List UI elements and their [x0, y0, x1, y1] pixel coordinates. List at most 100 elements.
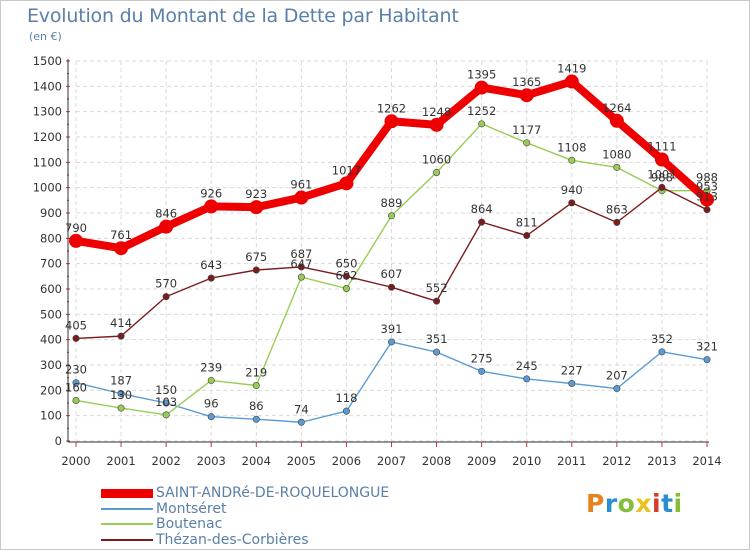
logo-letter: i	[652, 489, 662, 518]
y-tick-label: 100	[40, 409, 62, 423]
data-point	[162, 293, 170, 301]
data-label: 926	[200, 186, 222, 200]
y-tick-label: 1500	[33, 54, 62, 68]
y-tick-label: 1200	[33, 130, 62, 144]
legend-item: SAINT-ANDRé-DE-ROQUELONGUE	[101, 485, 389, 501]
data-point	[339, 176, 354, 191]
series-layer	[69, 74, 714, 426]
data-point	[204, 199, 219, 214]
data-point	[478, 367, 486, 375]
data-label: 570	[155, 277, 177, 291]
data-label: 913	[696, 190, 718, 204]
legend-item: Boutenac	[101, 516, 222, 532]
x-tick-label: 2014	[692, 454, 721, 468]
y-tick-label: 700	[40, 257, 62, 271]
data-point	[703, 206, 711, 214]
x-tick-label: 2006	[332, 454, 361, 468]
unit-label: (en €)	[29, 30, 62, 43]
y-tick-label: 600	[40, 282, 62, 296]
y-tick-label: 1400	[33, 79, 62, 93]
x-tick-label: 2013	[647, 454, 676, 468]
data-label: 863	[606, 202, 628, 216]
logo-letter: o	[617, 489, 636, 518]
data-point	[162, 399, 170, 407]
data-label: 118	[335, 391, 357, 405]
data-point	[523, 375, 531, 383]
legend-label: Thézan-des-Corbières	[156, 531, 309, 548]
data-point	[613, 218, 621, 226]
data-point	[114, 241, 129, 256]
data-label: 187	[110, 374, 132, 388]
legend-swatch	[101, 488, 153, 498]
data-point	[433, 348, 441, 356]
data-point	[72, 396, 80, 404]
data-point	[613, 163, 621, 171]
data-point	[252, 415, 260, 423]
data-point	[387, 338, 395, 346]
legend-item: Montséret	[101, 501, 226, 517]
data-point	[117, 332, 125, 340]
data-label: 1060	[422, 152, 451, 166]
data-point	[159, 219, 174, 234]
logo-letter: P	[586, 489, 605, 518]
data-label: 414	[110, 316, 132, 330]
data-point	[519, 88, 534, 103]
legend-item: Thézan-des-Corbières	[101, 532, 309, 548]
legend-label: SAINT-ANDRé-DE-ROQUELONGUE	[156, 485, 390, 501]
y-tick-label: 1100	[33, 155, 62, 169]
proxiti-logo: Proxiti	[586, 489, 683, 518]
data-label: 811	[516, 216, 538, 230]
data-label: 687	[290, 247, 312, 261]
data-label: 761	[110, 228, 132, 242]
data-label: 923	[245, 187, 267, 201]
data-label: 321	[696, 340, 718, 354]
data-label: 1001	[647, 167, 676, 181]
data-label: 607	[381, 267, 403, 281]
x-tick-label: 2001	[106, 454, 135, 468]
data-label: 846	[155, 207, 177, 221]
data-point	[69, 233, 83, 248]
data-point	[564, 74, 579, 89]
x-tick-label: 2005	[287, 454, 316, 468]
x-tick-label: 2007	[377, 454, 406, 468]
data-point	[703, 356, 711, 364]
y-tick-label: 800	[40, 231, 62, 245]
data-point	[658, 183, 666, 191]
data-label: 391	[381, 322, 403, 336]
data-point	[387, 283, 395, 291]
data-label: 940	[561, 183, 583, 197]
data-point	[478, 120, 486, 128]
data-label: 230	[65, 363, 87, 377]
y-tick-label: 500	[40, 307, 62, 321]
data-label: 790	[65, 221, 87, 235]
data-label: 1262	[377, 101, 406, 115]
x-tick-label: 2008	[422, 454, 451, 468]
data-label: 245	[516, 359, 538, 373]
data-label: 864	[471, 202, 493, 216]
data-point	[433, 297, 441, 305]
x-tick-label: 2009	[467, 454, 496, 468]
y-tick-label: 400	[40, 333, 62, 347]
y-tick-label: 0	[55, 434, 62, 448]
data-point	[478, 218, 486, 226]
data-point	[297, 263, 305, 271]
data-label: 1264	[602, 101, 631, 115]
legend-label: Montséret	[156, 500, 227, 517]
data-label: 351	[426, 332, 448, 346]
y-tick-label: 200	[40, 383, 62, 397]
x-tick-label: 2010	[512, 454, 541, 468]
data-label: 988	[696, 171, 718, 185]
data-point	[249, 200, 264, 215]
logo-letter: r	[604, 489, 618, 518]
data-label: 207	[606, 369, 628, 383]
data-label: 405	[65, 318, 87, 332]
legend-swatch	[101, 507, 153, 510]
data-point	[609, 113, 624, 128]
data-point	[207, 413, 215, 421]
data-label: 239	[200, 360, 222, 374]
data-point	[72, 379, 80, 387]
data-point	[342, 272, 350, 280]
data-label: 602	[335, 268, 357, 282]
data-label: 1017	[332, 163, 361, 177]
x-tick-label: 2000	[61, 454, 90, 468]
